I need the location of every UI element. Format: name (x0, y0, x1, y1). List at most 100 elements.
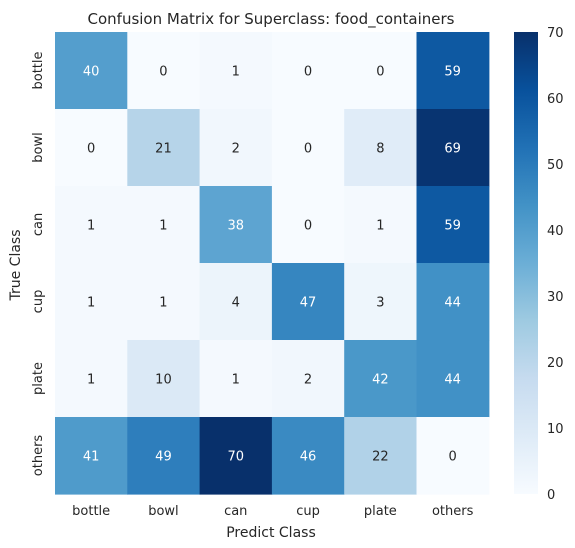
colorbar-tick-label: 70 (547, 26, 564, 41)
heatmap-cell (344, 263, 418, 341)
heatmap-cell (127, 263, 201, 341)
cell-value-label: 4 (232, 296, 240, 311)
heatmap-cell (271, 186, 345, 264)
y-tick-label: plate (31, 362, 46, 395)
heatmap-cell (55, 109, 128, 187)
cell-value-label: 1 (232, 373, 240, 388)
cell-value-label: 70 (227, 450, 244, 465)
cell-value-label: 1 (159, 296, 167, 311)
cell-value-label: 10 (155, 373, 172, 388)
cell-value-label: 1 (232, 65, 240, 80)
colorbar-tick-label: 0 (547, 488, 555, 503)
x-tick-label: plate (364, 504, 397, 519)
y-tick-label: bottle (31, 51, 46, 89)
chart-title: Confusion Matrix for Superclass: food_co… (88, 10, 455, 29)
heatmap-cells: 40 0 1 0 0 590 21 2 0 8 691 1 38 0 1 591 1 4 47 3 441 10 1 2 42 4… (55, 32, 490, 495)
heatmap-cell (344, 109, 418, 187)
heatmap-cell (199, 32, 273, 110)
y-tick-labels: bottle bowl can cup plate others (31, 51, 46, 476)
cell-value-label: 1 (376, 219, 384, 234)
cell-value-label: 44 (444, 296, 461, 311)
heatmap-cell (55, 263, 128, 341)
heatmap-cell (55, 186, 128, 264)
heatmap-cell (127, 109, 201, 187)
cell-value-label: 69 (444, 142, 461, 157)
heatmap-cell (416, 417, 490, 495)
cell-value-label: 1 (87, 373, 95, 388)
cell-value-label: 1 (87, 296, 95, 311)
heatmap-cell (199, 417, 273, 495)
heatmap-cell (127, 186, 201, 264)
cell-value-label: 3 (376, 296, 384, 311)
heatmap-cell (127, 340, 201, 418)
colorbar-tick-label: 50 (547, 158, 564, 173)
y-tick-label: others (31, 435, 46, 477)
cell-value-label: 2 (304, 373, 312, 388)
heatmap-cell (344, 32, 418, 110)
x-tick-labels: bottle bowl can cup plate others (72, 504, 473, 519)
heatmap-cell (271, 32, 345, 110)
heatmap-cell (127, 417, 201, 495)
x-tick-label: cup (296, 504, 320, 519)
colorbar-tick-label: 40 (547, 224, 564, 239)
heatmap-cell (344, 417, 418, 495)
cell-value-label: 46 (300, 450, 317, 465)
cell-value-label: 1 (159, 219, 167, 234)
colorbar (514, 32, 538, 494)
heatmap-cell (199, 263, 273, 341)
heatmap-cell (416, 186, 490, 264)
heatmap-cell (55, 417, 128, 495)
cell-value-label: 0 (449, 450, 457, 465)
heatmap-cell (199, 340, 273, 418)
cell-value-label: 0 (304, 142, 312, 157)
heatmap-cell (344, 340, 418, 418)
cell-value-label: 0 (87, 142, 95, 157)
heatmap-cell (416, 340, 490, 418)
colorbar-tick-label: 30 (547, 290, 564, 305)
x-tick-label: bottle (72, 504, 110, 519)
cell-value-label: 0 (304, 219, 312, 234)
heatmap-cell (271, 417, 345, 495)
heatmap-cell (344, 186, 418, 264)
cell-value-label: 49 (155, 450, 172, 465)
cell-value-label: 1 (87, 219, 95, 234)
cell-value-label: 44 (444, 373, 461, 388)
x-tick-label: can (224, 504, 247, 519)
cell-value-label: 41 (83, 450, 100, 465)
cell-value-label: 0 (159, 65, 167, 80)
heatmap-cell (199, 109, 273, 187)
x-axis-label: Predict Class (226, 525, 316, 541)
cell-value-label: 21 (155, 142, 172, 157)
heatmap-cell (271, 109, 345, 187)
colorbar-tick-labels: 0 10 20 30 40 50 60 70 (547, 26, 564, 503)
cell-value-label: 0 (304, 65, 312, 80)
cell-value-label: 42 (372, 373, 389, 388)
y-tick-label: can (31, 213, 46, 236)
cell-value-label: 22 (372, 450, 389, 465)
x-tick-label: others (432, 504, 474, 519)
colorbar-tick-label: 60 (547, 92, 564, 107)
y-tick-label: cup (31, 290, 46, 314)
cell-value-label: 40 (83, 65, 100, 80)
cell-value-label: 59 (444, 65, 461, 80)
heatmap-cell (416, 32, 490, 110)
x-tick-label: bowl (148, 504, 178, 519)
heatmap-cell (127, 32, 201, 110)
heatmap-cell (416, 263, 490, 341)
colorbar-tick-label: 20 (547, 356, 564, 371)
y-tick-label: bowl (31, 132, 46, 162)
cell-value-label: 8 (376, 142, 384, 157)
heatmap-cell (199, 186, 273, 264)
cell-value-label: 47 (300, 296, 317, 311)
y-axis-label: True Class (8, 229, 24, 301)
heatmap-cell (416, 109, 490, 187)
cell-value-label: 38 (227, 219, 244, 234)
heatmap-cell (55, 340, 128, 418)
heatmap-cell (271, 340, 345, 418)
colorbar-tick-label: 10 (547, 422, 564, 437)
cell-value-label: 0 (376, 65, 384, 80)
heatmap-cell (271, 263, 345, 341)
cell-value-label: 2 (232, 142, 240, 157)
cell-value-label: 59 (444, 219, 461, 234)
